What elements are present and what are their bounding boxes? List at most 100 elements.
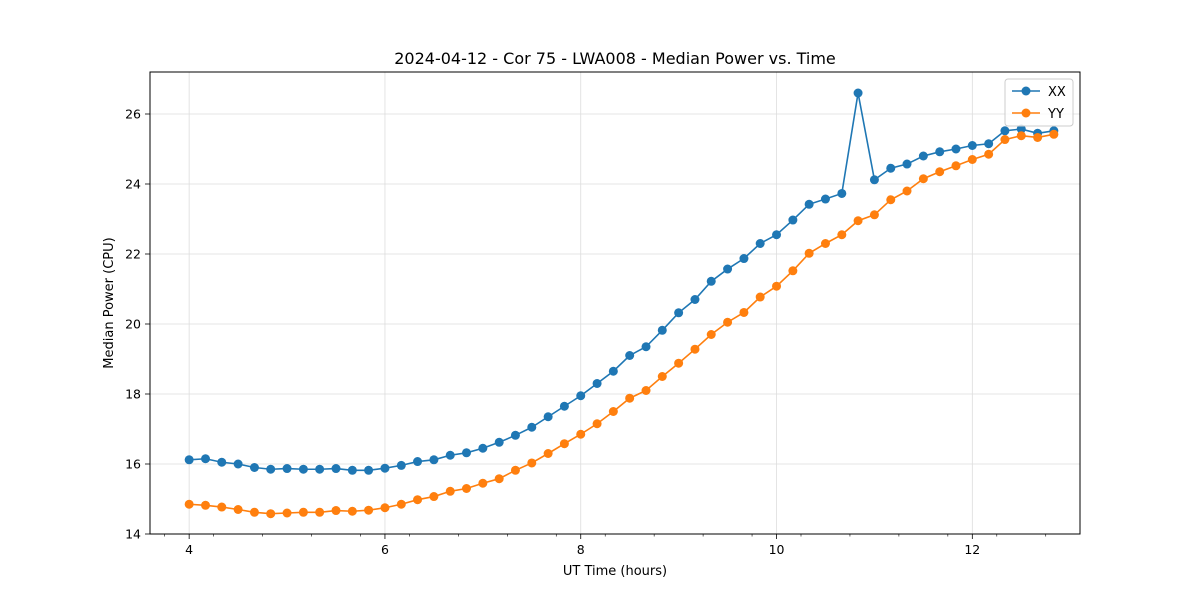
x-axis-ticks: 4 6 8 10 12 [164,534,1047,557]
point-xx [902,159,912,169]
point-yy [527,458,537,468]
point-xx [413,457,423,467]
point-xx [298,464,308,474]
y-axis-label: Median Power (CPU) [102,237,117,368]
point-xx [886,163,896,173]
point-xx [608,366,618,376]
point-yy [918,174,928,184]
point-xx [1016,124,1026,134]
point-yy [429,492,439,502]
point-yy [478,478,488,488]
point-yy [625,393,635,403]
point-yy [494,474,504,484]
point-xx [510,430,520,440]
point-yy [543,449,553,458]
point-yy [1016,131,1026,141]
point-xx [739,254,749,264]
point-yy [788,266,798,276]
point-xx [641,342,651,352]
point-xx [788,215,798,225]
point-xx [233,459,243,469]
point-xx [249,463,259,472]
series-layer [184,88,1059,519]
point-xx [315,464,325,474]
point-xx [837,188,847,198]
point-yy [641,386,651,395]
point-xx [364,465,374,475]
y-tick-label: 14 [125,527,141,542]
point-xx [918,151,928,161]
point-yy [396,499,406,509]
point-xx [984,139,994,149]
point-xx [380,463,390,473]
legend: XX YY [1004,78,1074,127]
point-yy [249,507,259,517]
point-yy [298,507,308,517]
point-yy [559,439,569,449]
point-yy [902,186,912,196]
point-yy [690,344,700,354]
legend-marker-xx [1021,86,1031,96]
y-tick-label: 20 [125,317,141,332]
legend-label-xx: XX [1048,85,1066,100]
y-tick-label: 26 [125,107,141,122]
point-xx [184,455,194,465]
point-yy [820,239,830,248]
point-yy [380,503,390,513]
point-xx [576,391,586,401]
point-xx [527,422,537,432]
x-tick-label: 12 [964,542,980,557]
point-xx [347,465,357,475]
point-xx [869,175,879,185]
x-tick-label: 10 [769,542,785,557]
x-axis-label: UT Time (hours) [563,564,667,579]
point-xx [592,379,602,388]
point-xx [396,460,406,470]
x-tick-label: 4 [185,542,193,557]
point-xx [820,194,830,204]
point-xx [559,401,569,411]
legend-label-yy: YY [1047,107,1064,122]
point-xx [625,351,635,360]
point-yy [184,499,194,509]
point-xx [935,147,945,157]
point-yy [886,195,896,205]
point-yy [755,292,765,302]
legend-marker-yy [1021,108,1031,118]
point-yy [1049,129,1059,139]
point-xx [201,454,211,464]
point-yy [967,155,977,164]
point-yy [608,407,618,416]
point-yy [233,505,243,514]
point-yy [201,500,211,510]
y-tick-label: 22 [125,247,141,262]
point-yy [445,486,455,496]
point-xx [951,144,961,154]
y-tick-label: 16 [125,457,141,472]
point-xx [706,276,716,286]
point-yy [853,216,863,226]
chart-title: 2024-04-12 - Cor 75 - LWA008 - Median Po… [394,49,836,68]
point-yy [723,317,733,327]
point-yy [266,509,276,519]
point-xx [772,230,782,240]
point-yy [282,508,292,518]
point-yy [674,358,684,368]
point-yy [461,484,471,493]
point-yy [592,419,602,429]
point-xx [429,455,439,465]
point-yy [364,505,374,515]
point-xx [445,450,455,460]
point-xx [217,457,227,467]
point-xx [461,448,471,458]
point-yy [413,495,423,505]
point-xx [853,88,863,98]
point-xx [755,239,765,248]
point-xx [282,464,292,474]
point-xx [494,437,504,447]
point-xx [723,264,733,274]
point-yy [331,506,341,516]
point-yy [1033,132,1043,142]
y-tick-label: 24 [125,177,141,192]
